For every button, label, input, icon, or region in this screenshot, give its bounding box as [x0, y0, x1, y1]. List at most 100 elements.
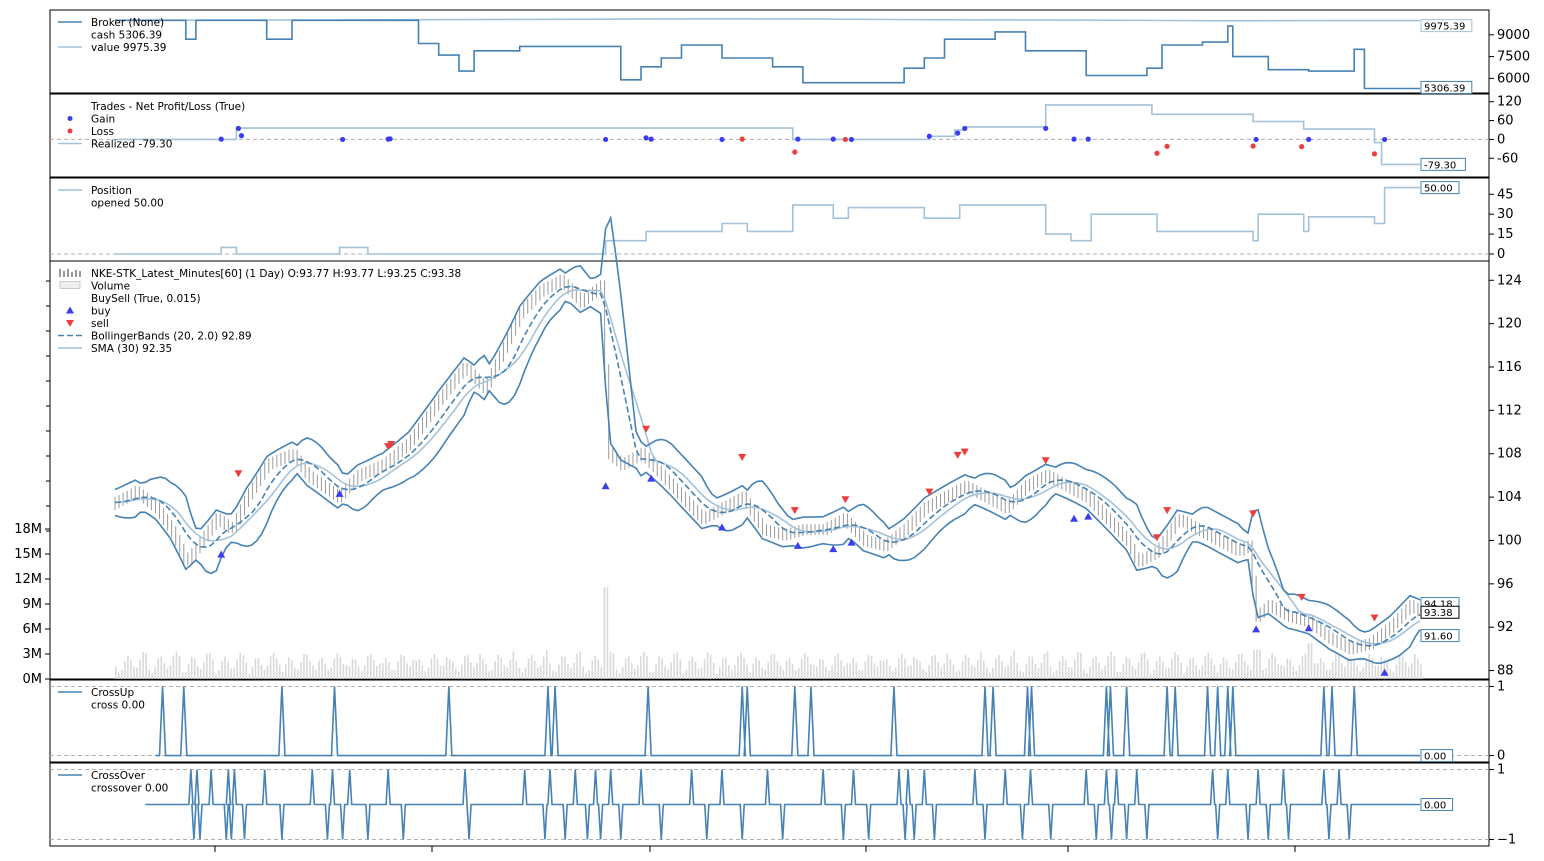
- volume-bar: [813, 665, 815, 679]
- volume-bar: [312, 665, 314, 679]
- volume-bar: [418, 659, 421, 679]
- legend-text-crossup: cross 0.00: [91, 700, 145, 712]
- legend-text-price: SMA (30) 92.35: [91, 343, 172, 355]
- buy-marker: [335, 489, 344, 497]
- volume-bar: [1280, 665, 1282, 679]
- volume-bar: [731, 669, 733, 679]
- volume-bar: [206, 653, 208, 679]
- series-line-bb-mid: [114, 285, 1421, 647]
- sell-marker: [1249, 510, 1258, 518]
- y-tick-label-price: 112: [1497, 403, 1522, 418]
- sell-marker: [1152, 534, 1161, 542]
- volume-bar: [1183, 673, 1185, 679]
- volume-bar: [497, 654, 499, 679]
- buy-marker: [1084, 512, 1093, 520]
- volume-bar: [649, 672, 651, 679]
- volume-bar: [1134, 668, 1137, 679]
- volume-bar: [949, 659, 952, 679]
- volume-bar: [612, 653, 615, 679]
- y-tick-label-price: 124: [1497, 273, 1522, 288]
- legend-text-position: opened 50.00: [91, 198, 164, 210]
- volume-bar: [345, 665, 348, 679]
- volume-bar: [1313, 663, 1316, 679]
- volume-bar: [330, 667, 333, 679]
- volume-bar: [709, 654, 712, 679]
- y-tick-label-crossup: 0: [1497, 749, 1505, 764]
- volume-bar: [809, 664, 812, 679]
- legend-text-crossup: CrossUp: [91, 687, 134, 699]
- volume-bar: [318, 660, 320, 679]
- volume-bar: [115, 666, 117, 679]
- loss-marker: [842, 136, 848, 143]
- volume-bar: [837, 653, 839, 679]
- buy-marker: [1070, 514, 1079, 522]
- volume-bar: [1335, 654, 1337, 679]
- volume-bar: [130, 659, 132, 679]
- volume-bar: [1353, 659, 1355, 679]
- buy-marker: [829, 545, 838, 553]
- volume-bar: [652, 672, 654, 679]
- volume-bar: [1110, 651, 1113, 679]
- legend-text-crossover: CrossOver: [91, 770, 146, 782]
- volume-bar: [1064, 659, 1067, 679]
- legend-text-trades: Gain: [91, 114, 115, 126]
- volume-bar: [749, 672, 751, 679]
- loss-marker: [739, 136, 745, 142]
- volume-bar: [485, 664, 487, 679]
- volume-bar: [585, 672, 588, 679]
- volume-bar: [758, 660, 760, 679]
- sell-marker: [925, 488, 934, 496]
- gain-marker: [955, 130, 961, 136]
- volume-bar: [1259, 649, 1261, 679]
- volume-bar: [570, 668, 572, 679]
- volume-bar: [685, 669, 688, 679]
- volume-bar: [148, 669, 150, 679]
- volume-bar: [203, 662, 205, 679]
- last-value-box-close: [1420, 605, 1460, 619]
- volume-bar: [700, 667, 703, 679]
- volume-bar: [995, 658, 997, 679]
- volume-bar: [1019, 670, 1021, 679]
- volume-bar: [1322, 662, 1325, 679]
- volume-bar: [327, 669, 330, 679]
- volume-bar: [664, 666, 666, 679]
- last-value-box-broker-cash: [1420, 80, 1473, 94]
- legend-text-price: sell: [91, 318, 109, 330]
- volume-bar: [1395, 664, 1398, 679]
- series-line-cross: [155, 686, 1420, 757]
- volume-bar: [376, 666, 378, 679]
- volume-bar: [1077, 651, 1079, 679]
- volume-bar: [1410, 663, 1413, 679]
- volume-bar: [400, 654, 402, 679]
- volume-bar: [898, 658, 900, 679]
- volume-bar: [964, 654, 967, 679]
- volume-bar: [1204, 656, 1207, 679]
- sell-marker: [1041, 457, 1050, 465]
- volume-bar: [952, 664, 955, 679]
- legend-swatch: [67, 128, 73, 134]
- volume-bar: [460, 664, 463, 679]
- volume-bar: [1247, 665, 1249, 679]
- volume-bar: [1159, 656, 1161, 679]
- sell-marker: [642, 425, 651, 433]
- loss-marker: [1371, 151, 1378, 157]
- volume-bar: [558, 664, 560, 679]
- volume-bar: [1022, 671, 1025, 679]
- legend-text-trades: Trades - Net Profit/Loss (True): [90, 101, 245, 113]
- volume-bar: [1137, 662, 1140, 679]
- volume-bar: [536, 667, 539, 679]
- gain-marker: [235, 125, 242, 132]
- volume-bar: [127, 655, 129, 679]
- volume-bar: [190, 656, 193, 679]
- legend-text-position: Position: [91, 185, 132, 197]
- volume-bar: [785, 660, 788, 679]
- volume-bar: [1289, 659, 1292, 679]
- volume-bar: [846, 663, 849, 679]
- volume-bar: [1304, 653, 1307, 679]
- volume-bar: [209, 652, 211, 679]
- volume-bar: [187, 663, 190, 679]
- volume-bar: [728, 664, 730, 679]
- volume-bar: [1344, 666, 1346, 679]
- gain-marker: [1085, 136, 1091, 142]
- volume-bar: [136, 667, 138, 679]
